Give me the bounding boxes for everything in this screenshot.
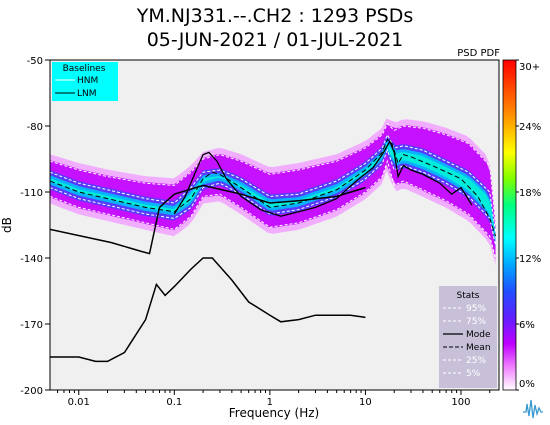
x-tick-label: 10 [359,397,372,408]
stats-legend-box [439,286,497,388]
y-tick-label: -200 [20,386,43,397]
baselines-legend: Baselines HNM LNM [52,62,118,101]
p75-legend-label: 75% [466,317,486,327]
colorbar-ticks: 0% 6% 12% 18% 24% 30+ [516,59,541,391]
colorbar-tick-label: 24% [519,122,541,133]
mean-legend-label: Mean [466,343,491,353]
x-tick-label: 0.01 [68,397,90,408]
colorbar-tick-label: 12% [519,254,541,265]
density-layer [50,118,496,265]
x-axis-label: Frequency (Hz) [229,406,320,420]
mode-legend-label: Mode [466,330,491,340]
lnm-legend-label: LNM [77,89,97,99]
x-tick-label: 1 [267,397,273,408]
y-axis-label: dB [0,217,14,233]
x-tick-label: 100 [451,397,470,408]
y-tick-label: -170 [20,320,43,331]
p5-legend-label: 5% [466,369,481,379]
psd-pdf-label: PSD PDF [457,48,500,59]
chart-title: YM.NJ331.--.CH2 : 1293 PSDs [136,5,414,27]
series-layer [50,122,496,363]
colorbar [502,59,517,391]
p95-legend-label: 95% [466,304,486,314]
p25-legend-label: 25% [466,356,486,366]
plot-frame [49,59,500,391]
hnm-line [50,184,366,255]
colorbar-tick-label: 0% [519,379,535,390]
colorbar-tick-label: 18% [519,188,541,199]
y-tick-label: -110 [20,188,43,199]
y-tick-label: -140 [20,254,43,265]
p25-line [50,148,496,245]
lnm-line [50,257,366,363]
mean-line [50,138,496,237]
p95-line [50,122,496,226]
stats-legend-title: Stats [457,291,480,301]
p5-line [50,159,496,259]
baselines-legend-title: Baselines [63,64,106,74]
chart-subtitle: 05-JUN-2021 / 01-JUL-2021 [146,29,404,51]
y-tick-label: -80 [27,122,43,133]
axes-layer: 0.01 0.1 1 10 100 -50 -80 -110 -140 -170 -200 [20,56,491,408]
colorbar-tick-label: 30+ [519,62,540,73]
hnm-legend-label: HNM [77,76,98,86]
mode-line [173,139,473,217]
seismic-logo-icon [522,396,544,420]
x-tick-label: 0.1 [166,397,182,408]
y-tick-label: -50 [27,56,43,67]
colorbar-tick-label: 6% [519,320,535,331]
stats-legend: Stats 95% 75% Mode Mean 25% 5% [439,286,497,388]
baselines-legend-box [52,62,118,101]
p75-line [50,133,496,232]
